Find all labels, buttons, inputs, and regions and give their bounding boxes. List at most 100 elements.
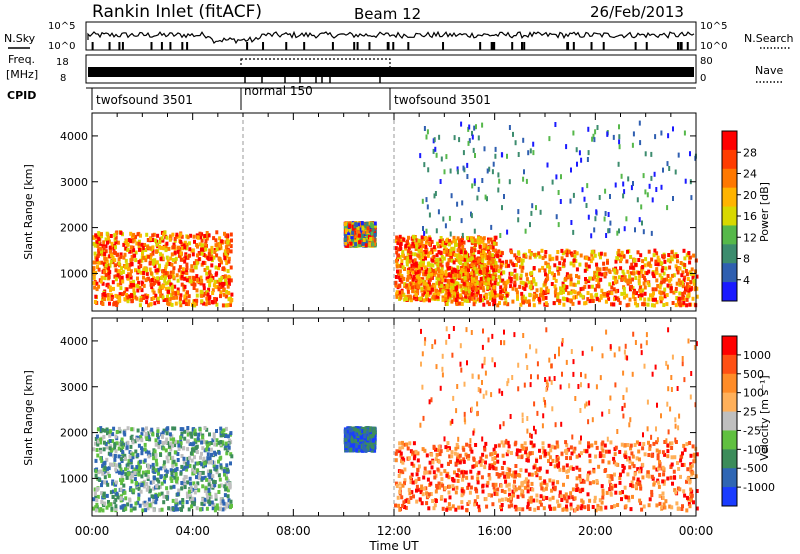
heatmap-cell — [565, 144, 568, 150]
heatmap-cell — [171, 291, 175, 296]
heatmap-cell — [165, 495, 169, 499]
heatmap-cell — [212, 432, 216, 437]
heatmap-cell — [112, 426, 116, 431]
heatmap-cell — [430, 247, 434, 252]
heatmap-cell — [445, 302, 449, 306]
heatmap-cell — [418, 245, 422, 250]
heatmap-cell — [655, 187, 658, 192]
heatmap-cell — [498, 178, 501, 184]
heatmap-cell — [173, 475, 177, 480]
heatmap-cell — [97, 248, 101, 253]
heatmap-cell — [604, 299, 608, 304]
heatmap-cell — [406, 289, 410, 294]
heatmap-cell — [208, 500, 212, 505]
heatmap-cell — [492, 285, 496, 290]
heatmap-cell — [194, 446, 198, 450]
heatmap-cell — [204, 242, 208, 247]
heatmap-cell — [164, 248, 168, 253]
heatmap-cell — [131, 440, 135, 445]
heatmap-cell — [221, 507, 225, 512]
heatmap-cell — [419, 247, 423, 252]
heatmap-cell — [467, 298, 471, 303]
heatmap-cell — [102, 440, 106, 445]
heatmap-cell — [166, 490, 170, 495]
heatmap-cell — [184, 299, 188, 304]
heatmap-cell — [435, 253, 439, 258]
heatmap-cell — [123, 290, 127, 295]
heatmap-cell — [215, 302, 219, 307]
heatmap-cell — [478, 238, 482, 243]
heatmap-cell — [228, 438, 232, 443]
heatmap-cell — [130, 465, 134, 470]
heatmap-cell — [593, 271, 597, 276]
heatmap-cell — [499, 278, 503, 283]
heatmap-cell — [483, 263, 487, 268]
heatmap-cell — [123, 456, 127, 461]
heatmap-cell — [558, 299, 562, 304]
heatmap-cell — [416, 284, 420, 289]
heatmap-cell — [667, 133, 670, 139]
heatmap-cell — [140, 270, 144, 275]
heatmap-cell — [344, 241, 348, 246]
heatmap-cell — [182, 460, 186, 465]
heatmap-cell — [94, 270, 97, 275]
heatmap-cell — [425, 286, 429, 291]
heatmap-cell — [519, 273, 523, 278]
heatmap-cell — [219, 290, 223, 295]
heatmap-cell — [486, 300, 490, 305]
heatmap-cell — [441, 295, 445, 300]
heatmap-cell — [602, 261, 606, 266]
colorbar-tick-label: 8 — [743, 253, 750, 266]
heatmap-cell — [189, 481, 192, 486]
heatmap-cell — [145, 268, 148, 273]
heatmap-cell — [108, 433, 112, 438]
heatmap-cell — [122, 483, 126, 488]
heatmap-cell — [660, 261, 664, 266]
nsky-series — [87, 30, 695, 45]
heatmap-cell — [206, 495, 210, 500]
heatmap-cell — [472, 302, 476, 307]
heatmap-cell — [356, 222, 360, 227]
heatmap-cell — [651, 271, 655, 276]
heatmap-cell — [372, 230, 376, 235]
heatmap-cell — [189, 431, 193, 436]
heatmap-cell — [139, 264, 143, 268]
heatmap-cell — [494, 235, 498, 240]
heatmap-cell — [354, 242, 358, 247]
heatmap-cell — [638, 120, 641, 126]
heatmap-cell — [212, 464, 216, 468]
heatmap-cell — [99, 469, 103, 474]
heatmap-cell — [440, 269, 444, 274]
heatmap-cell — [627, 302, 631, 307]
heatmap-cell — [215, 253, 219, 258]
beam-title: Beam 12 — [354, 5, 421, 23]
heatmap-cell — [230, 292, 234, 297]
heatmap-cell — [160, 253, 164, 258]
heatmap-cell — [130, 249, 134, 254]
heatmap-cell — [510, 271, 514, 276]
heatmap-cell — [146, 276, 150, 281]
heatmap-cell — [175, 234, 178, 239]
heatmap-cell — [544, 272, 547, 277]
heatmap-cell — [600, 272, 604, 277]
heatmap-cell — [107, 275, 111, 280]
heatmap-cell — [133, 477, 137, 481]
heatmap-cell — [646, 192, 649, 198]
heatmap-cell — [449, 252, 453, 257]
cpid-segment-2: normal 150 — [244, 84, 313, 98]
heatmap-cell — [109, 502, 113, 507]
heatmap-cell — [143, 458, 147, 463]
heatmap-cell — [593, 253, 597, 258]
heatmap-cell — [561, 251, 565, 256]
heatmap-cell — [501, 278, 505, 283]
heatmap-cell — [157, 467, 160, 472]
heatmap-cell — [500, 296, 504, 301]
heatmap-cell — [169, 447, 173, 452]
heatmap-cell — [150, 494, 154, 499]
heatmap-cell — [219, 483, 223, 488]
heatmap-cell — [100, 275, 104, 280]
heatmap-cell — [180, 274, 184, 279]
heatmap-cell — [461, 265, 465, 270]
heatmap-cell — [614, 296, 618, 301]
heatmap-cell — [103, 270, 106, 275]
